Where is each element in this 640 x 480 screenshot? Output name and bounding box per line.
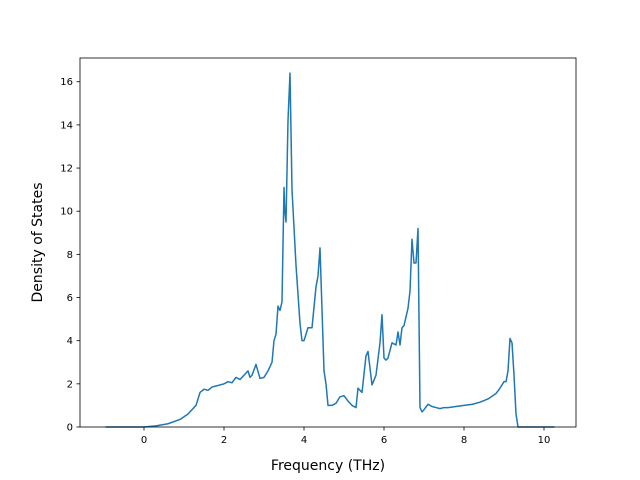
y-axis-ticks: 0 2 4 6 8 10 12 14 16 xyxy=(60,77,80,434)
y-tick-label: 16 xyxy=(60,77,73,88)
y-tick-label: 14 xyxy=(60,120,73,131)
y-tick-label: 10 xyxy=(60,207,73,218)
x-axis-label: Frequency (THz) xyxy=(271,458,385,474)
x-axis-ticks: 0 2 4 6 8 10 xyxy=(141,427,551,446)
x-tick-label: 8 xyxy=(461,435,467,446)
y-tick-label: 2 xyxy=(67,379,73,390)
x-tick-label: 0 xyxy=(141,435,147,446)
y-tick-label: 4 xyxy=(67,336,73,347)
x-tick-label: 6 xyxy=(381,435,387,446)
x-tick-label: 2 xyxy=(221,435,227,446)
y-axis-label: Density of States xyxy=(30,183,46,303)
plot-frame xyxy=(79,57,577,428)
series-layer xyxy=(105,72,555,428)
x-tick-label: 4 xyxy=(301,435,307,446)
x-tick-label: 10 xyxy=(538,435,551,446)
y-tick-label: 8 xyxy=(67,250,73,261)
y-tick-label: 0 xyxy=(67,423,73,434)
dos-series-line xyxy=(105,72,555,428)
y-tick-label: 6 xyxy=(67,293,73,304)
y-tick-label: 12 xyxy=(60,164,73,175)
